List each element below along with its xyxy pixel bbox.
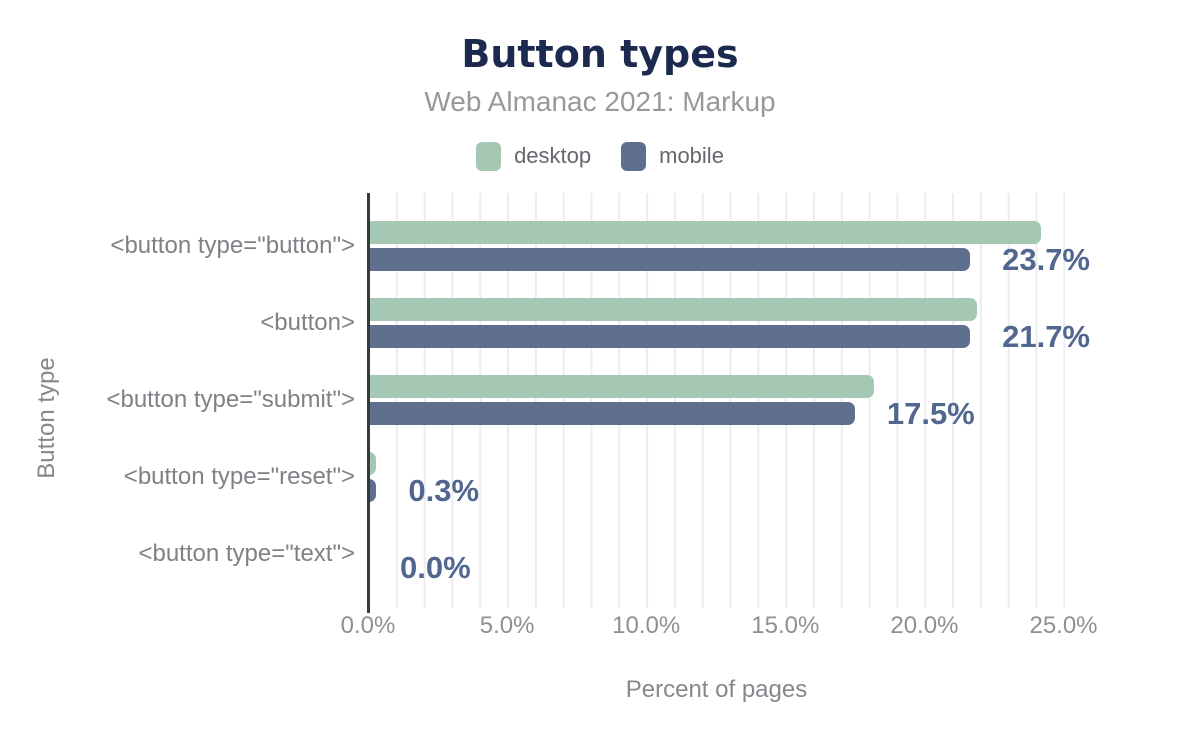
legend-item-desktop: desktop — [476, 141, 592, 171]
bar-group: 0.0% — [368, 529, 1090, 583]
y-axis-line — [367, 193, 370, 613]
category-label: <button> — [260, 309, 355, 336]
bar-group: 0.3% — [368, 452, 1090, 506]
chart-subtitle: Web Almanac 2021: Markup — [424, 86, 776, 117]
bar-desktop — [368, 298, 978, 321]
plot-area: 23.7% 21.7% 17.5% 0.3% 0.0% — [368, 193, 1090, 608]
legend-item-mobile: mobile — [621, 141, 724, 171]
bar-mobile-row: 21.7% — [368, 321, 1090, 352]
legend-swatch-desktop — [476, 141, 502, 171]
x-tick-label: 25.0% — [1029, 612, 1098, 639]
legend-swatch-mobile — [621, 141, 647, 171]
chart-title: Button types — [461, 32, 739, 76]
bar-mobile — [368, 402, 855, 425]
data-label: 23.7% — [1002, 242, 1090, 277]
data-label: 21.7% — [1002, 319, 1090, 354]
bar-desktop — [368, 452, 377, 475]
bar-desktop — [368, 375, 875, 398]
bar-group: 17.5% — [368, 375, 1090, 429]
bar-mobile-row: 17.5% — [368, 398, 1090, 429]
bar-mobile-row: 0.0% — [368, 552, 1090, 583]
x-tick-label: 5.0% — [479, 612, 535, 639]
category-label: <button type="reset"> — [123, 463, 355, 490]
category-label: <button type="submit"> — [106, 386, 355, 413]
data-label: 17.5% — [886, 396, 975, 431]
bar-group: 21.7% — [368, 298, 1090, 352]
x-axis-title: Percent of pages — [625, 676, 808, 703]
x-tick-label: 0.0% — [340, 612, 396, 639]
bar-desktop — [368, 221, 1042, 244]
data-label: 0.3% — [408, 473, 480, 508]
legend-label-desktop: desktop — [514, 143, 592, 168]
x-tick-label: 15.0% — [751, 612, 820, 639]
bar-mobile — [368, 479, 377, 502]
x-tick-label: 20.0% — [890, 612, 959, 639]
category-label: <button type="text"> — [138, 540, 355, 567]
legend-label-mobile: mobile — [659, 143, 724, 168]
data-label: 0.0% — [400, 550, 471, 585]
x-tick-label: 10.0% — [612, 612, 681, 639]
y-axis-category-labels: <button type="button"> <button> <button ty… — [0, 193, 355, 608]
legend: desktop mobile — [0, 140, 1200, 172]
bar-mobile-row: 0.3% — [368, 475, 1090, 506]
bar-mobile-row: 23.7% — [368, 244, 1090, 275]
category-label: <button type="button"> — [110, 232, 355, 259]
bar-mobile — [368, 325, 971, 348]
bar-group: 23.7% — [368, 221, 1090, 275]
bar-mobile — [368, 248, 971, 271]
